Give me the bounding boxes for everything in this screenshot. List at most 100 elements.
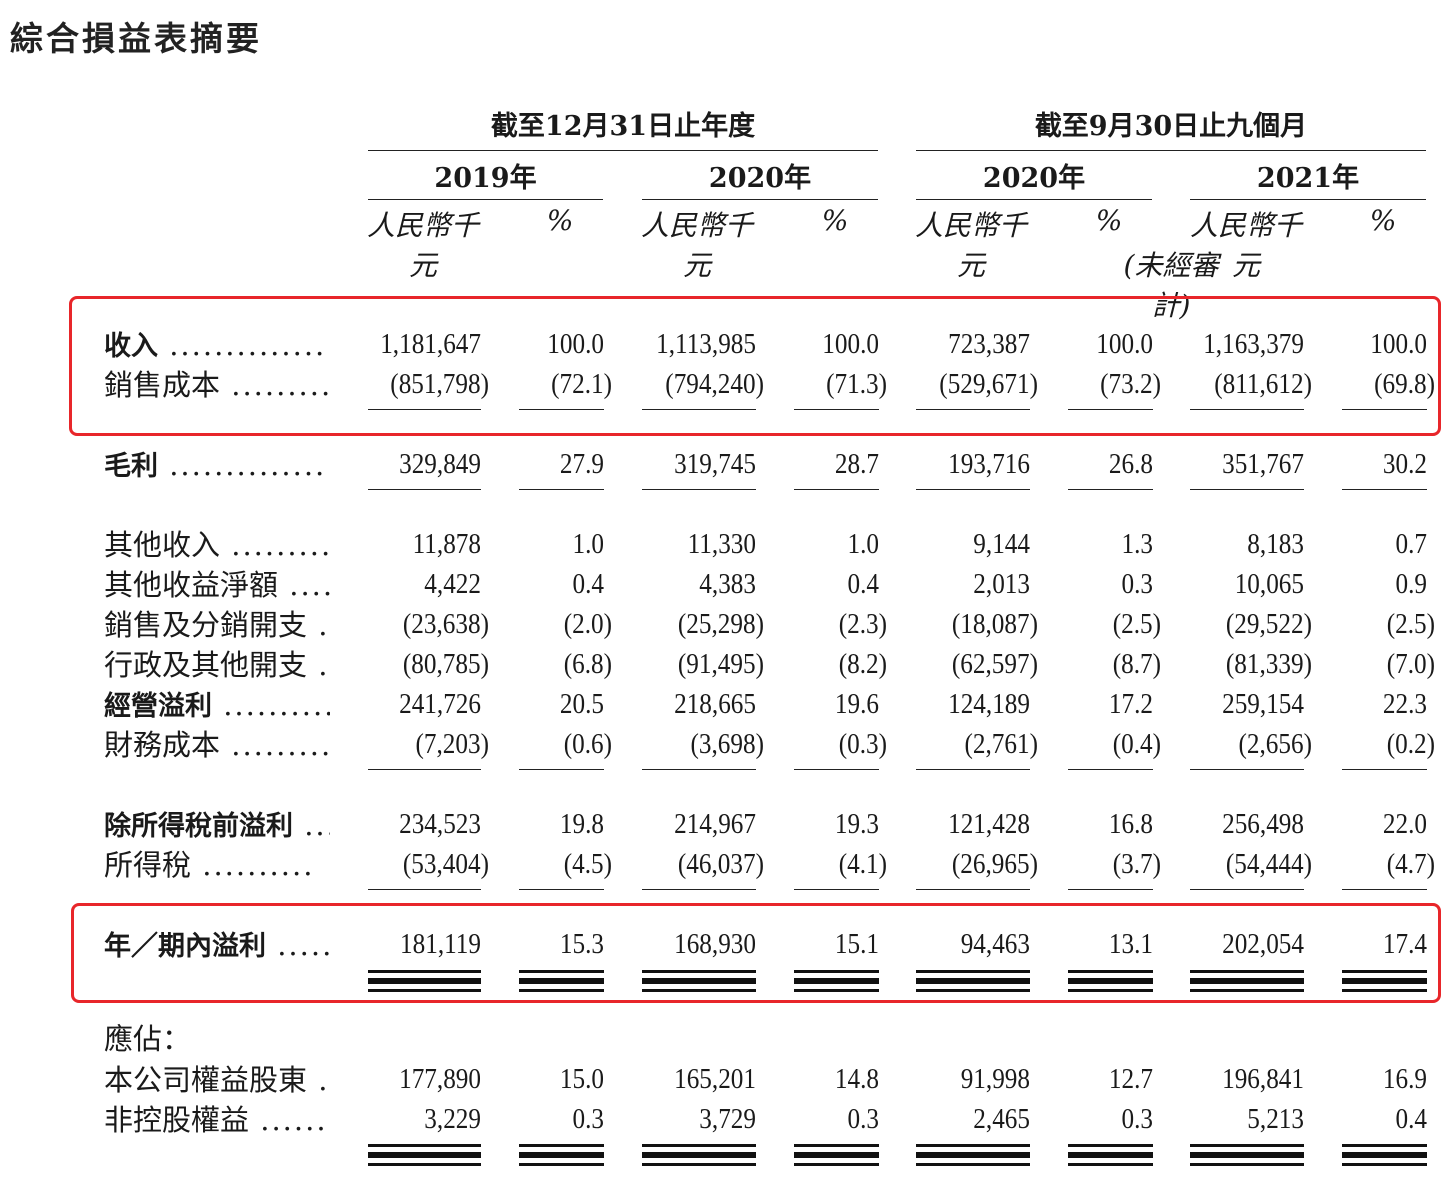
row-label: 銷售及分銷開支 .... (104, 606, 330, 644)
cell-percentage: 0.9 (1395, 569, 1428, 600)
double-rule (1342, 970, 1427, 981)
group-underline-annual (368, 150, 878, 151)
single-rule (794, 489, 879, 490)
row-label: 財務成本 .......... (104, 726, 330, 764)
cell-percentage: (7.0) (1386, 649, 1435, 680)
double-rule (1068, 970, 1153, 981)
row-label-text: 行政及其他開支 (104, 648, 308, 682)
double-rule (519, 970, 604, 981)
cell-amount: (18,087) (951, 609, 1038, 640)
row-label: 毛利 .............. (104, 446, 330, 484)
row-label: 本公司權益股東 .... (104, 1061, 330, 1099)
cell-amount: (53,404) (402, 849, 489, 880)
unit-rmb-header: 人民幣千元 (640, 209, 753, 282)
single-rule (794, 409, 879, 410)
cell-amount: 165,201 (674, 1064, 756, 1095)
single-rule (642, 489, 756, 490)
cell-amount: 351,767 (1222, 449, 1304, 480)
cell-percentage: 100.0 (1096, 329, 1153, 360)
cell-percentage: 15.1 (834, 929, 879, 960)
cell-percentage: (0.3) (838, 729, 887, 760)
double-rule (916, 1144, 1030, 1155)
double-rule (368, 970, 481, 981)
double-rule (1068, 1155, 1153, 1166)
single-rule (1190, 409, 1304, 410)
highlight-box-revenue (69, 296, 1441, 436)
cell-percentage: (73.2) (1100, 369, 1161, 400)
leader-dots: .......... (231, 368, 330, 402)
cell-amount: 11,878 (412, 529, 481, 560)
single-rule (368, 489, 481, 490)
double-rule (1190, 1155, 1304, 1166)
single-rule (1068, 489, 1153, 490)
cell-amount: (46,037) (677, 849, 764, 880)
cell-amount: (54,444) (1225, 849, 1312, 880)
group-header-nine-months: 截至9月30日止九個月 (1034, 111, 1308, 142)
cell-percentage: 0.3 (1121, 1104, 1154, 1135)
cell-percentage: 15.3 (559, 929, 604, 960)
cell-amount: 319,745 (674, 449, 756, 480)
group-underline-nine-months (916, 150, 1426, 151)
single-rule (1342, 769, 1427, 770)
cell-amount: (794,240) (665, 369, 764, 400)
single-rule (1068, 409, 1153, 410)
cell-amount: 218,665 (674, 689, 756, 720)
double-rule (1190, 981, 1304, 992)
unit-rmb-header: 人民幣千元 (366, 209, 479, 282)
cell-percentage: 12.7 (1108, 1064, 1153, 1095)
cell-percentage: (0.6) (563, 729, 612, 760)
leader-dots: .... (318, 608, 330, 642)
double-rule (519, 981, 604, 992)
leader-dots: .......... (231, 528, 330, 562)
cell-amount: 9,144 (973, 529, 1030, 560)
cell-percentage: (8.2) (838, 649, 887, 680)
row-label: 其他收入 .......... (104, 526, 330, 564)
cell-percentage: 100.0 (547, 329, 604, 360)
cell-amount: (3,698) (690, 729, 764, 760)
leader-dots: .............. (158, 328, 327, 362)
row-label-text: 收入 (104, 331, 158, 362)
year-underline (1190, 199, 1426, 200)
year-header-2021: 2021年 (1256, 163, 1360, 194)
year-underline (916, 199, 1152, 200)
cell-percentage: 0.4 (847, 569, 880, 600)
row-label: 銷售成本 .......... (104, 366, 330, 404)
row-label: 收入 .............. (104, 326, 330, 364)
double-rule (916, 1155, 1030, 1166)
single-rule (794, 769, 879, 770)
row-label: 所得稅 .......... (104, 846, 330, 884)
unit-rmb-header: 人民幣千元 (1189, 209, 1302, 282)
double-rule (916, 970, 1030, 981)
cell-amount: 241,726 (399, 689, 481, 720)
cell-percentage: 1.3 (1121, 529, 1154, 560)
row-label: 除所得稅前溢利 .... (104, 806, 330, 844)
cell-percentage: (4.7) (1386, 849, 1435, 880)
leader-dots: .............. (158, 448, 327, 482)
unit-rmb-header: 人民幣千元 (914, 209, 1027, 282)
cell-percentage: 1.0 (572, 529, 605, 560)
cell-percentage: 14.8 (834, 1064, 879, 1095)
cell-percentage: 100.0 (822, 329, 879, 360)
cell-amount: (851,798) (390, 369, 489, 400)
row-label-text: 經營溢利 (104, 691, 212, 722)
single-rule (368, 409, 481, 410)
leader-dots: ...... (277, 928, 330, 962)
cell-percentage: (2.5) (1112, 609, 1161, 640)
cell-amount: 259,154 (1222, 689, 1304, 720)
leader-dots: .... (318, 1063, 330, 1097)
single-rule (1342, 409, 1427, 410)
cell-percentage: 16.9 (1382, 1064, 1427, 1095)
cell-amount: 177,890 (399, 1064, 481, 1095)
unit-pct-header: % (1369, 204, 1397, 237)
double-rule (1190, 1144, 1304, 1155)
double-rule (1342, 981, 1427, 992)
cell-percentage: 0.7 (1395, 529, 1428, 560)
double-rule (642, 981, 756, 992)
cell-percentage: 0.3 (847, 1104, 880, 1135)
cell-amount: 3,229 (424, 1104, 481, 1135)
cell-percentage: 13.1 (1108, 929, 1153, 960)
row-label-text: 除所得稅前溢利 (104, 811, 293, 842)
cell-amount: (25,298) (677, 609, 764, 640)
cell-percentage: (8.7) (1112, 649, 1161, 680)
row-label-text: 其他收益淨額 (104, 568, 279, 602)
